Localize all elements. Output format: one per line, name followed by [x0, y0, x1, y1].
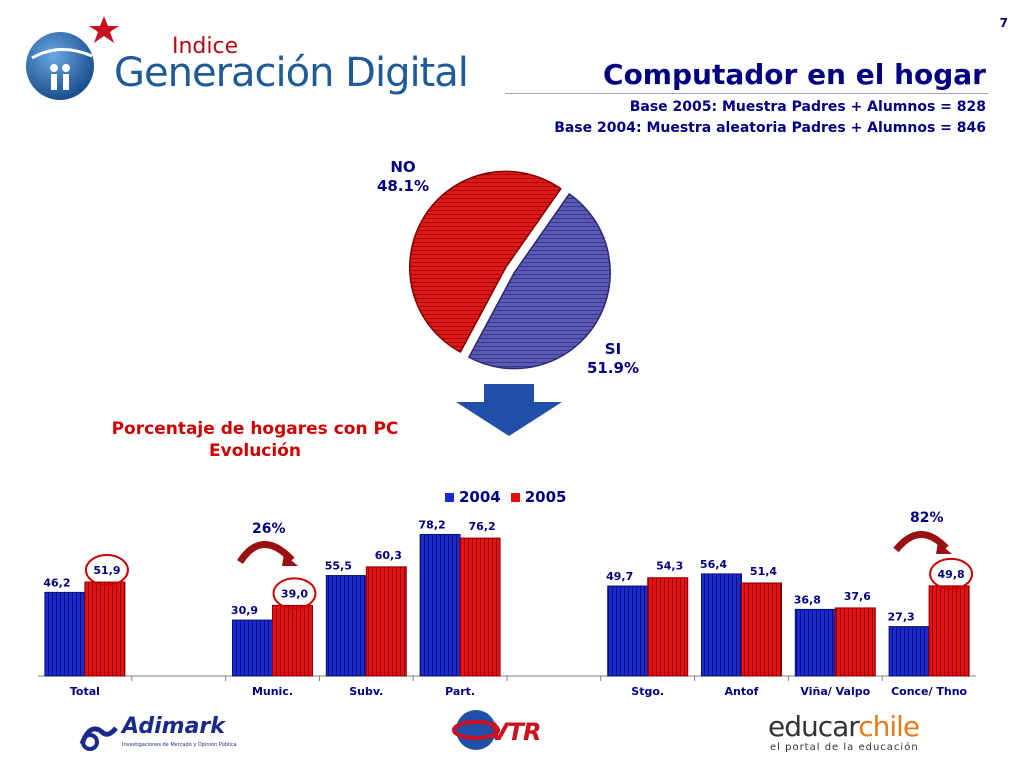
bar-2004 [232, 619, 273, 677]
x-tick-label: Conce/ Thno [891, 685, 967, 698]
page-title: Computador en el hogar [603, 58, 986, 91]
bar-2005 [834, 607, 876, 677]
indice-generacion-digital-logo: Indice Generación Digital [22, 12, 469, 102]
data-label-2004: 36,8 [794, 593, 821, 606]
bar-2005 [84, 581, 126, 677]
data-label-2004: 30,9 [231, 604, 258, 617]
data-label-2005: 51,4 [750, 565, 777, 578]
adimark-mark-icon [79, 726, 118, 751]
globe-logo-icon [26, 16, 119, 100]
data-label-2005: 37,6 [844, 590, 871, 603]
page-number: 7 [999, 16, 1008, 30]
legend-swatch-2004 [445, 492, 454, 502]
educarchile-logo-text: educarchile [768, 710, 920, 743]
data-label-2004: 27,3 [888, 611, 915, 624]
title-divider [505, 93, 988, 94]
bar-2005 [741, 582, 782, 677]
bar-2005 [928, 585, 970, 677]
data-label-2005: 39,0 [281, 587, 308, 600]
pie-slice-si [408, 170, 562, 354]
bar-2004 [888, 626, 930, 677]
pie-svg [408, 170, 611, 370]
down-arrow-icon [456, 384, 562, 436]
legend-item-2004: 2004 [445, 488, 501, 506]
educarchile-tagline: el portal de la educación [770, 742, 919, 753]
educarchile-logo: educarchile el portal de la educación [768, 710, 958, 760]
data-label-2004: 78,2 [419, 518, 446, 531]
bar-2004 [794, 608, 836, 677]
data-label-2004: 49,7 [606, 570, 633, 583]
growth-arrow-right-head-icon [936, 542, 952, 554]
chart-legend: 2004 2005 [445, 488, 567, 506]
legend-label-2005: 2005 [524, 488, 567, 506]
pie-label-no-value: 48.1% [376, 177, 430, 195]
pie-label-si-name: SI [604, 340, 622, 358]
x-tick-label: Stgo. [631, 685, 664, 698]
data-label-2005: 51,9 [93, 564, 120, 577]
adimark-logo-text: Adimark [122, 714, 225, 739]
bar-chart-subtitle: Evolución [209, 441, 301, 461]
pie-label-no: NO 48.1% [370, 158, 436, 196]
logo-big-text: Generación Digital [114, 50, 469, 96]
data-label-2004: 56,4 [700, 558, 727, 571]
growth-arrow-left-icon [237, 541, 295, 565]
bar-chart-title: Porcentaje de hogares con PC [111, 419, 399, 439]
bar-2005 [459, 537, 501, 677]
logo-small-text: Indice [172, 34, 239, 59]
growth-label-left: 26% [252, 521, 286, 537]
bar-2004 [419, 533, 461, 677]
subtitle-base-2005: Base 2005: Muestra Padres + Alumnos = 82… [629, 99, 986, 115]
legend-label-2004: 2004 [459, 488, 501, 506]
x-tick-label: Munic. [252, 685, 293, 698]
growth-arrow-left-head-icon [282, 554, 298, 566]
vtr-logo: VTR [452, 706, 582, 756]
bar-2005 [365, 566, 407, 677]
legend-item-2005: 2005 [510, 488, 567, 506]
data-label-2004: 55,5 [325, 560, 352, 573]
data-label-2005: 54,3 [656, 560, 683, 573]
pie-label-si-value: 51.9% [586, 359, 640, 377]
x-tick-label: Viña/ Valpo [800, 685, 870, 698]
pie-label-si: SI 51.9% [580, 340, 646, 378]
highlight-circle [929, 557, 974, 590]
growth-arrow-right-icon [893, 531, 949, 553]
x-tick-label: Total [70, 685, 100, 698]
bar-2005 [272, 604, 313, 677]
highlight-circle [272, 577, 317, 610]
data-label-2005: 76,2 [469, 520, 496, 533]
x-tick-label: Subv. [349, 685, 383, 698]
growth-label-right: 82% [910, 510, 944, 526]
subtitle-base-2004: Base 2004: Muestra aleatoria Padres + Al… [554, 120, 986, 136]
vtr-logo-text: VTR [490, 718, 541, 746]
highlight-circle [84, 554, 129, 587]
bar-2004 [325, 575, 367, 677]
x-tick-label: Antof [725, 685, 759, 698]
bar-2004 [44, 591, 86, 677]
vtr-globe-icon [452, 710, 500, 750]
pie-chart [390, 150, 630, 390]
bar-2004 [607, 585, 649, 677]
data-label-2005: 49,8 [938, 568, 965, 581]
bar-2004 [701, 573, 742, 677]
x-tick-label: Part. [445, 685, 475, 698]
adimark-logo: Adimark Investigaciones de Mercado y Opi… [78, 712, 237, 756]
data-label-2005: 60,3 [375, 549, 402, 562]
data-label-2004: 46,2 [43, 576, 70, 589]
pie-label-no-name: NO [390, 158, 416, 176]
adimark-tagline: Investigaciones de Mercado y Opinión Púb… [122, 742, 237, 748]
bar-2005 [647, 577, 689, 677]
legend-swatch-2005 [510, 492, 520, 502]
pie-slice-no [467, 192, 611, 370]
bar-chart-heading: Porcentaje de hogares con PC Evolución [90, 418, 420, 462]
